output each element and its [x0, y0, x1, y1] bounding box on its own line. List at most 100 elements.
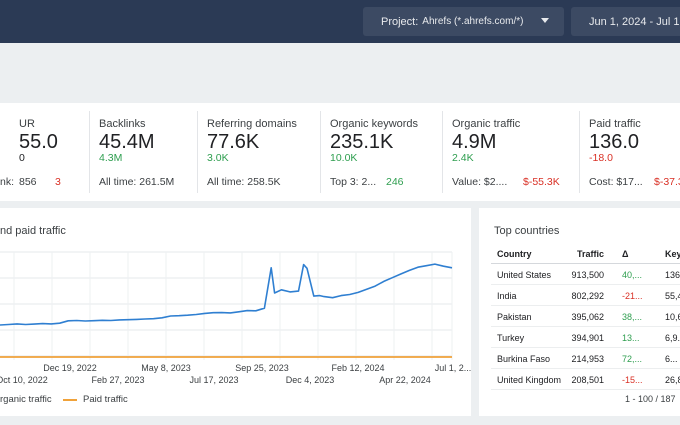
delta-cell: 38,...: [622, 312, 643, 322]
chart-title: nd paid traffic: [0, 225, 66, 237]
x-tick-label: Sep 25, 2023: [235, 363, 289, 373]
chevron-down-icon: [541, 18, 549, 23]
col-country[interactable]: Country: [497, 249, 532, 259]
x-tick-label: Jul 17, 2023: [189, 375, 238, 385]
metric-foot-extra: 3: [55, 176, 61, 188]
legend-organic[interactable]: rganic traffic: [0, 394, 52, 405]
metric-foot-extra: 246: [386, 176, 404, 188]
metric-delta: 3.0K: [207, 152, 229, 164]
metric-ur[interactable]: UR 55.0 0 nk: 856 3: [0, 103, 89, 201]
organic-traffic-line: [0, 263, 453, 326]
metric-foot: All time: 261.5M: [99, 176, 175, 188]
table-header: Country Traffic Δ Keywo...: [491, 243, 680, 264]
legend-paid-swatch: [63, 398, 77, 401]
metric-value: 55.0: [19, 131, 58, 153]
x-tick-label: Apr 22, 2024: [379, 375, 431, 385]
x-tick-label: Dec 19, 2022: [43, 363, 97, 373]
metric-referring-domains[interactable]: Referring domains 77.6K 3.0K All time: 2…: [197, 103, 317, 201]
col-traffic[interactable]: Traffic: [576, 249, 604, 259]
legend-paid[interactable]: Paid traffic: [63, 394, 128, 405]
metric-value: 77.6K: [207, 131, 260, 153]
divider: [579, 111, 580, 193]
metric-foot: All time: 258.5K: [207, 176, 281, 188]
divider: [89, 111, 90, 193]
country-cell: United Kingdom: [497, 375, 562, 385]
keywords-cell: 55,4...: [665, 291, 680, 301]
metric-label: Referring domains: [207, 118, 297, 130]
traffic-cell: 394,901: [571, 333, 604, 343]
country-cell: Pakistan: [497, 312, 532, 322]
delta-cell: -15...: [622, 375, 643, 385]
metric-foot-extra: $-55.3K: [523, 176, 560, 188]
pagination: 1 - 100 / 187: [625, 394, 676, 404]
divider: [320, 111, 321, 193]
date-range-value: Jun 1, 2024 - Jul 1, 2024: [589, 15, 680, 28]
metric-delta: -18.0: [589, 152, 613, 164]
top-bar: Project: Ahrefs (*.ahrefs.com/*) Jun 1, …: [0, 0, 680, 43]
metric-organic-keywords[interactable]: Organic keywords 235.1K 10.0K Top 3: 2..…: [320, 103, 440, 201]
metric-value: 45.4M: [99, 131, 155, 153]
countries-title: Top countries: [494, 225, 560, 237]
table-row[interactable]: United Kingdom 208,501 -15... 26,8...: [491, 369, 680, 390]
project-value: Ahrefs (*.ahrefs.com/*): [422, 16, 524, 27]
metric-label: Backlinks: [99, 118, 146, 130]
traffic-chart-card: nd paid traffic Dec 19, 2022 May 8, 2023 S…: [0, 208, 471, 416]
traffic-cell: 395,062: [571, 312, 604, 322]
x-tick-label: Jul 1, 2...: [435, 363, 471, 373]
metric-value: 235.1K: [330, 131, 394, 153]
delta-cell: 13...: [622, 333, 640, 343]
metric-label: UR: [19, 118, 35, 130]
divider: [197, 111, 198, 193]
table-row[interactable]: Burkina Faso 214,953 72,... 6...: [491, 348, 680, 369]
country-cell: Burkina Faso: [497, 354, 551, 364]
metric-label: Organic keywords: [330, 118, 419, 130]
traffic-cell: 802,292: [571, 291, 604, 301]
metric-backlinks[interactable]: Backlinks 45.4M 4.3M All time: 261.5M: [89, 103, 194, 201]
metric-foot-value: 856: [19, 176, 37, 188]
metric-organic-traffic[interactable]: Organic traffic 4.9M 2.4K Value: $2.... …: [442, 103, 572, 201]
metric-foot: Top 3: 2...: [330, 176, 377, 188]
x-tick-label: Dec 4, 2023: [286, 375, 335, 385]
metric-label: Organic traffic: [452, 118, 521, 130]
x-tick-label: Oct 10, 2022: [0, 375, 48, 385]
keywords-cell: 6,9...: [665, 333, 680, 343]
legend-organic-label: rganic traffic: [0, 394, 52, 405]
metric-foot-extra: $-37.3: [654, 176, 680, 188]
traffic-cell: 214,953: [571, 354, 604, 364]
metric-value: 136.0: [589, 131, 640, 153]
metric-delta: 2.4K: [452, 152, 474, 164]
spacer-band: [0, 43, 680, 103]
metric-paid-traffic[interactable]: Paid traffic 136.0 -18.0 Cost: $17... $-…: [579, 103, 680, 201]
delta-cell: -21...: [622, 291, 643, 301]
col-keywords[interactable]: Keywo...: [665, 249, 680, 259]
col-delta[interactable]: Δ: [622, 249, 629, 259]
top-countries-card: Top countries Country Traffic Δ Keywo...…: [479, 208, 680, 416]
metric-foot: Cost: $17...: [589, 176, 643, 188]
table-row[interactable]: Turkey 394,901 13... 6,9...: [491, 327, 680, 348]
country-cell: India: [497, 291, 517, 301]
table-row[interactable]: Pakistan 395,062 38,... 10,6...: [491, 306, 680, 327]
x-tick-label: Feb 12, 2024: [331, 363, 384, 373]
table-row[interactable]: India 802,292 -21... 55,4...: [491, 285, 680, 306]
delta-cell: 72,...: [622, 354, 643, 364]
legend-paid-label: Paid traffic: [83, 394, 128, 405]
x-tick-label: Feb 27, 2023: [91, 375, 144, 385]
traffic-chart[interactable]: Dec 19, 2022 May 8, 2023 Sep 25, 2023 Feb 1…: [0, 208, 471, 416]
traffic-cell: 208,501: [571, 375, 604, 385]
metrics-row: UR 55.0 0 nk: 856 3 Backlinks 45.4M 4.3M…: [0, 103, 680, 201]
x-tick-label: May 8, 2023: [141, 363, 191, 373]
divider: [442, 111, 443, 193]
keywords-cell: 26,8...: [665, 375, 680, 385]
metric-foot: Value: $2....: [452, 176, 508, 188]
metric-delta: 0: [19, 152, 25, 164]
project-selector[interactable]: Project: Ahrefs (*.ahrefs.com/*): [363, 7, 564, 36]
table-row[interactable]: United States 913,500 40,... 136,2...: [491, 264, 680, 285]
traffic-cell: 913,500: [571, 270, 604, 280]
metric-foot-label: nk:: [0, 176, 15, 188]
metric-value: 4.9M: [452, 131, 497, 153]
keywords-cell: 10,6...: [665, 312, 680, 322]
country-cell: Turkey: [497, 333, 525, 343]
keywords-cell: 6...: [665, 354, 678, 364]
delta-cell: 40,...: [622, 270, 643, 280]
date-range-selector[interactable]: Jun 1, 2024 - Jul 1, 2024: [571, 7, 680, 36]
